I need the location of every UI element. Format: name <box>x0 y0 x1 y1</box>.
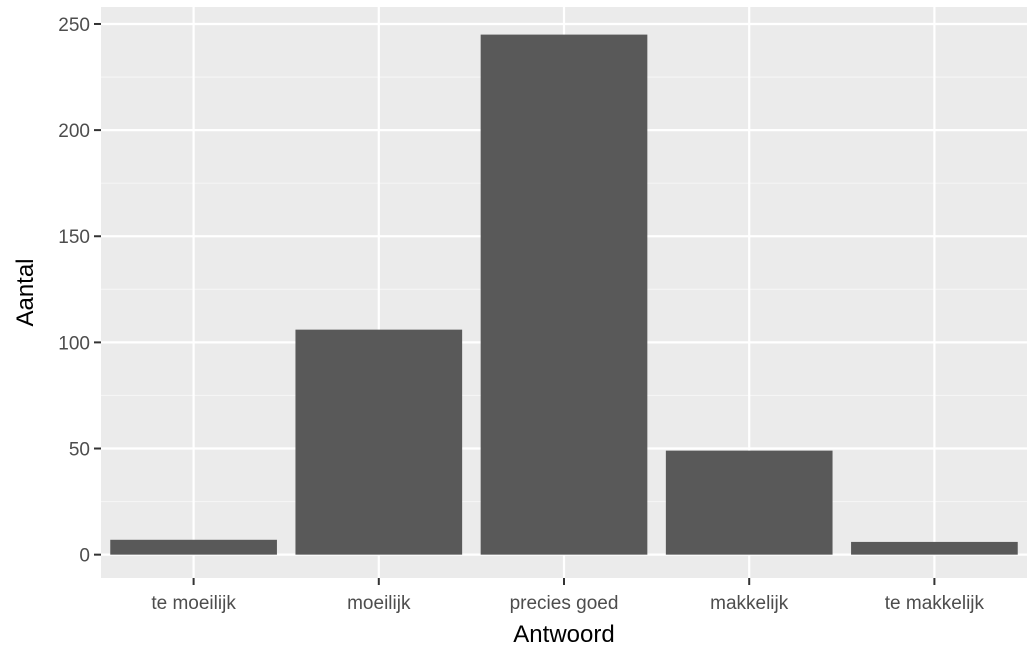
bar-te-makkelijk <box>851 541 1018 555</box>
y-tick-label: 0 <box>79 546 90 567</box>
y-axis: 0 50 100 150 200 250 <box>58 15 101 567</box>
y-tick-label: 50 <box>69 440 90 461</box>
bar-moeilijk <box>295 329 463 555</box>
y-tick-label: 250 <box>58 15 90 36</box>
y-tick-label: 150 <box>58 227 90 248</box>
x-tick-label: moeilijk <box>347 593 411 614</box>
bars <box>110 34 1018 555</box>
x-axis: te moeilijk moeilijk precies goed makkelijk… <box>151 578 985 614</box>
y-tick-label: 100 <box>58 333 90 354</box>
x-tick-label: te moeilijk <box>151 593 236 614</box>
x-tick-label: precies goed <box>510 593 619 614</box>
y-tick-label: 200 <box>58 121 90 142</box>
x-tick-label: te makkelijk <box>885 593 985 614</box>
x-axis-title: Antwoord <box>513 621 614 647</box>
bar-precies-goed <box>480 34 648 555</box>
x-tick-label: makkelijk <box>710 593 789 614</box>
bar-makkelijk <box>665 450 833 555</box>
bar-te-moeilijk <box>110 539 277 555</box>
y-axis-title: Aantal <box>12 258 39 326</box>
